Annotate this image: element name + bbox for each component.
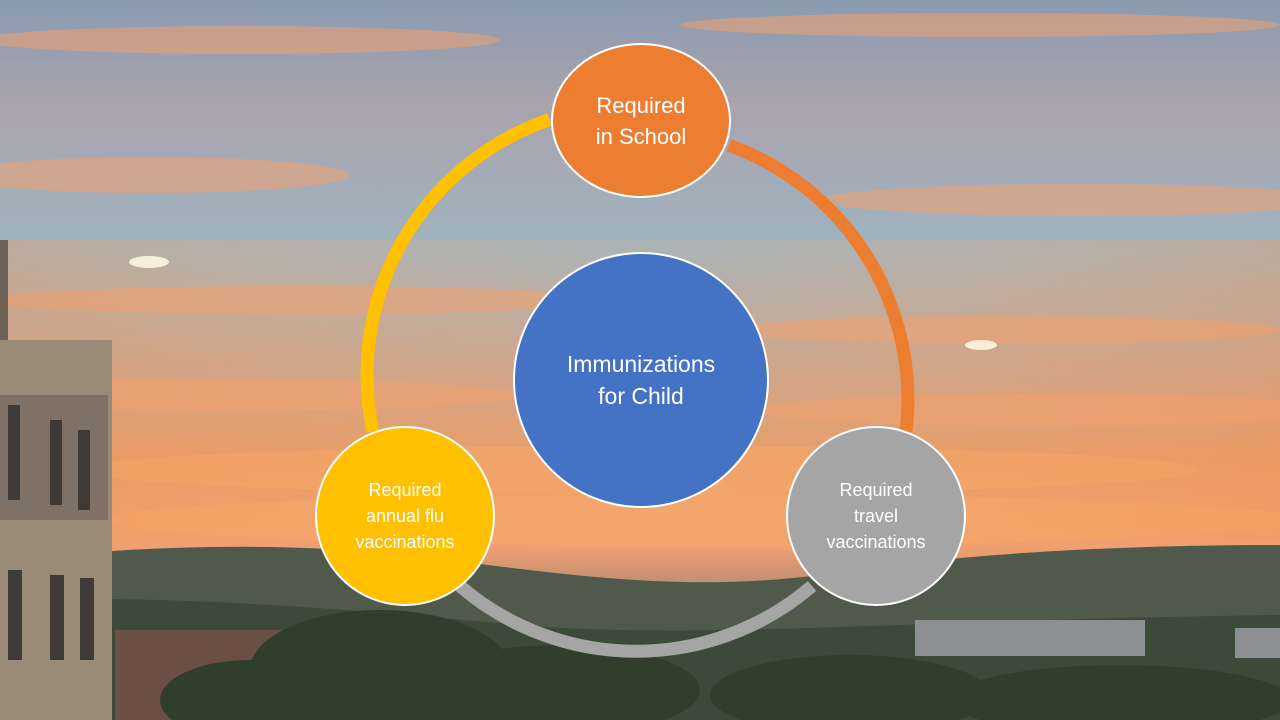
ring-arc-travel [455,581,817,658]
ring-arc-flu [360,113,552,433]
center-node-label: Immunizations for Child [566,351,716,409]
node-required-annual-flu-vaccinations: Required annual flu vaccinations [315,426,495,606]
node-required-in-school: Required in School [551,43,731,198]
center-node-immunizations: Immunizations for Child [513,252,769,508]
node-flu-label: Required annual flu vaccinations [355,480,455,552]
ring-arc-school [726,139,915,433]
node-required-travel-vaccinations: Required travel vaccinations [786,426,966,606]
node-travel-label: Required travel vaccinations [826,480,926,552]
node-school-label: Required in School [595,92,687,149]
